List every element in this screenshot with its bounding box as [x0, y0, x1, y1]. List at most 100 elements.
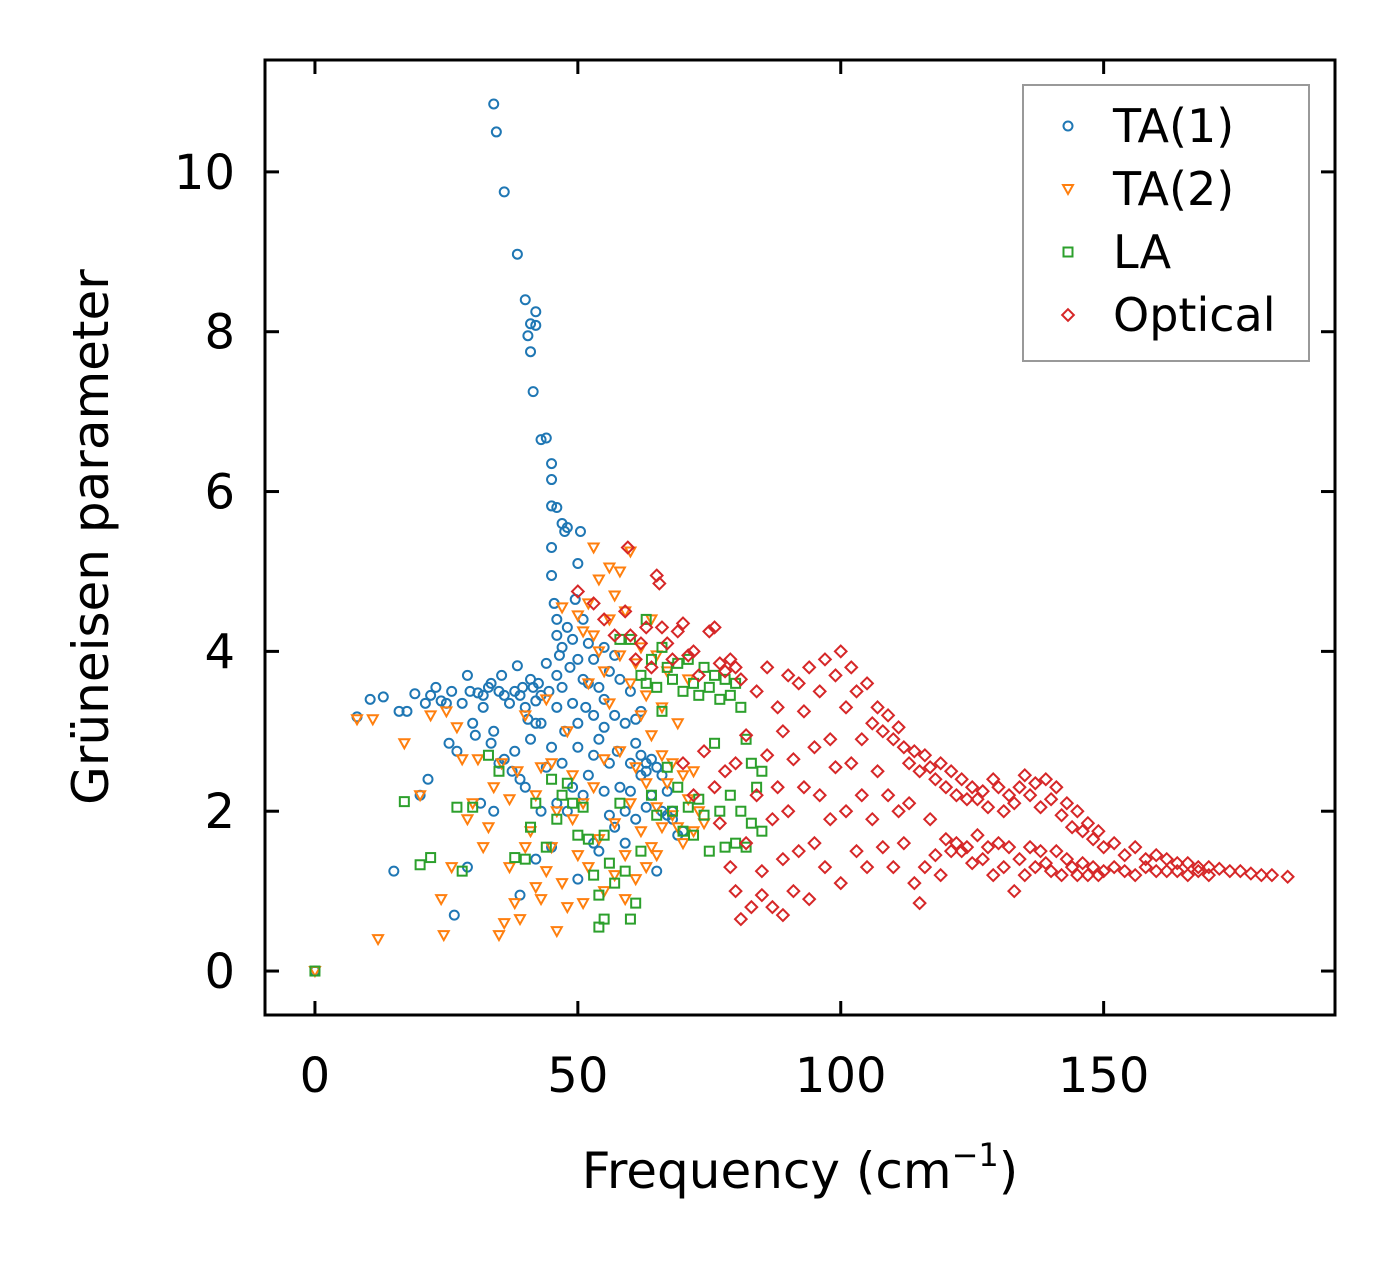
data-point: [455, 754, 469, 767]
data-point: [535, 434, 547, 446]
data-point: [423, 710, 438, 723]
data-point: [602, 614, 617, 627]
data-point: [556, 757, 568, 769]
data-point: [1049, 779, 1064, 795]
data-point: [517, 681, 529, 693]
data-point: [497, 918, 511, 931]
data-point: [419, 697, 431, 709]
data-point: [581, 598, 596, 611]
data-point: [502, 794, 517, 807]
data-point: [709, 737, 721, 749]
y-tick-label: 2: [204, 784, 235, 840]
data-point: [644, 842, 659, 855]
data-point: [551, 701, 563, 713]
data-point: [655, 822, 669, 835]
data-point: [1012, 779, 1027, 795]
data-point: [490, 126, 502, 138]
data-point: [1028, 859, 1043, 875]
data-point: [717, 763, 733, 779]
data-point: [1028, 775, 1043, 791]
data-point: [765, 899, 780, 915]
data-point: [518, 842, 532, 855]
data-point: [817, 652, 833, 667]
data-point: [651, 681, 663, 693]
data-point: [833, 875, 849, 891]
data-point: [530, 797, 542, 809]
data-point: [891, 720, 906, 735]
data-point: [522, 330, 534, 342]
data-point: [754, 887, 770, 903]
data-point: [1070, 803, 1085, 819]
data-point: [519, 781, 531, 793]
data-point: [896, 740, 912, 755]
data-point: [477, 701, 489, 713]
data-point: [1169, 855, 1185, 871]
data-point: [749, 787, 764, 803]
data-point: [1054, 867, 1069, 883]
data-point: [686, 644, 701, 659]
data-point: [786, 752, 801, 767]
data-point: [430, 681, 442, 693]
data-point: [393, 705, 405, 717]
data-point: [546, 458, 558, 470]
data-point: [922, 811, 938, 827]
data-point: [1191, 863, 1206, 879]
data-point: [586, 542, 601, 555]
data-point: [735, 805, 747, 817]
data-point: [754, 863, 770, 879]
data-point: [439, 706, 454, 719]
data-point: [828, 668, 843, 683]
data-point: [546, 569, 558, 581]
data-point: [572, 829, 584, 841]
data-point: [567, 697, 579, 709]
data-point: [364, 693, 376, 705]
data-point: [1033, 799, 1048, 815]
data-point: [576, 798, 590, 811]
data-point: [1254, 867, 1269, 883]
data-point: [659, 636, 675, 651]
data-point: [556, 789, 568, 801]
data-point: [1064, 859, 1080, 875]
data-point: [519, 294, 531, 306]
data-point: [938, 779, 954, 795]
data-point: [650, 802, 664, 815]
data-point: [481, 822, 496, 835]
data-point: [1006, 795, 1022, 811]
data-point: [467, 717, 479, 729]
data-point: [597, 754, 611, 767]
data-point: [1038, 771, 1054, 787]
data-point: [511, 660, 523, 672]
data-point: [1201, 867, 1217, 883]
data-point: [546, 500, 558, 512]
data-point: [572, 653, 584, 665]
data-point: [712, 656, 728, 671]
data-point: [560, 902, 575, 915]
data-point: [938, 831, 954, 847]
data-point: [775, 851, 791, 867]
data-point: [709, 669, 721, 681]
data-point: [975, 783, 990, 799]
data-point: [540, 841, 552, 853]
data-point: [561, 522, 573, 534]
data-point: [561, 777, 573, 789]
data-point: [525, 318, 537, 330]
data-point: [550, 806, 564, 819]
data-point: [801, 660, 817, 675]
data-point: [624, 633, 636, 645]
data-point: [634, 826, 648, 839]
data-point: [670, 624, 686, 639]
data-point: [985, 867, 1001, 883]
data-point: [954, 843, 969, 859]
data-point: [896, 835, 912, 851]
x-axis-title: Frequency (cm−1): [582, 1136, 1019, 1200]
data-point: [964, 855, 980, 871]
data-point: [698, 661, 710, 673]
data-point: [844, 755, 859, 771]
data-point: [692, 806, 706, 819]
data-point: [675, 616, 691, 631]
data-point: [702, 624, 717, 639]
data-point: [435, 695, 447, 707]
data-point: [461, 669, 473, 681]
data-point: [770, 779, 785, 795]
data-point: [991, 779, 1006, 795]
